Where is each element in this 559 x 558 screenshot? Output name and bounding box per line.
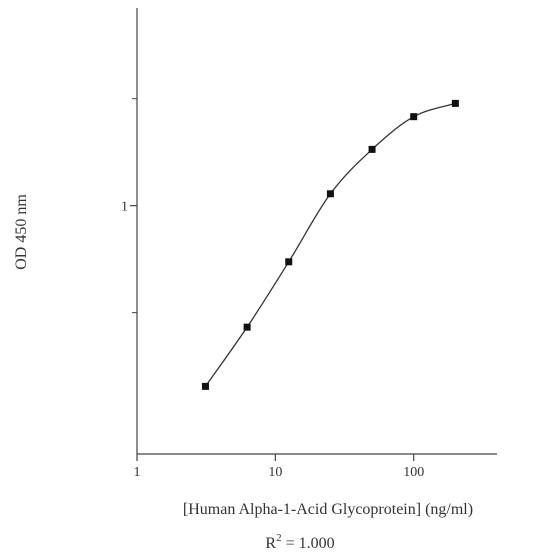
x-tick-label: 100 (403, 465, 424, 480)
x-ticks: 1 10 100 (134, 454, 424, 480)
data-point (410, 113, 418, 121)
x-tick-label: 1 (134, 465, 141, 480)
data-point (451, 99, 459, 107)
x-tick-label: 10 (268, 465, 282, 480)
fit-curve (204, 102, 456, 387)
data-point (285, 258, 293, 266)
data-point (243, 323, 251, 331)
x-axis-label: [Human Alpha-1-Acid Glycoprotein] (ng/ml… (183, 501, 473, 518)
y-ticks: 1 (121, 98, 137, 314)
r-squared-base: R (265, 535, 276, 552)
data-point (368, 145, 376, 153)
r-squared-value: = 1.000 (282, 535, 335, 552)
y-axis-label: OD 450 nm (13, 194, 30, 270)
data-point (326, 190, 334, 198)
y-tick-label: 1 (121, 200, 128, 215)
data-points (201, 99, 459, 390)
data-point (201, 382, 209, 390)
r-squared-exponent: 2 (276, 532, 282, 544)
r-squared-annotation: R2 = 1.000 (265, 532, 334, 552)
axes (136, 8, 497, 455)
